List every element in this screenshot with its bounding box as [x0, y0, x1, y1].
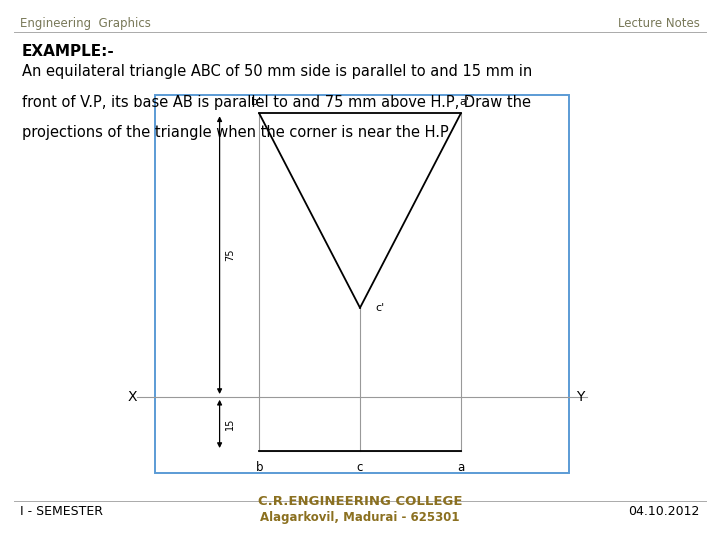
Text: projections of the triangle when the corner is near the H.P: projections of the triangle when the cor…	[22, 125, 449, 140]
Text: C.R.ENGINEERING COLLEGE: C.R.ENGINEERING COLLEGE	[258, 495, 462, 508]
Text: c': c'	[376, 303, 385, 313]
Text: Alagarkovil, Madurai - 625301: Alagarkovil, Madurai - 625301	[260, 511, 460, 524]
Text: a: a	[457, 461, 464, 474]
Text: a': a'	[459, 97, 469, 107]
Text: Lecture Notes: Lecture Notes	[618, 17, 700, 30]
Text: front of V.P, its base AB is parallel to and 75 mm above H.P, Draw the: front of V.P, its base AB is parallel to…	[22, 94, 531, 110]
Text: An equilateral triangle ABC of 50 mm side is parallel to and 15 mm in: An equilateral triangle ABC of 50 mm sid…	[22, 64, 532, 79]
Text: X: X	[127, 390, 137, 404]
Text: c: c	[357, 461, 363, 474]
Text: b': b'	[251, 97, 261, 107]
Text: b: b	[256, 461, 263, 474]
Text: Y: Y	[576, 390, 585, 404]
Text: 04.10.2012: 04.10.2012	[629, 505, 700, 518]
Text: 75: 75	[225, 249, 235, 261]
Text: 15: 15	[225, 418, 235, 430]
Text: I - SEMESTER: I - SEMESTER	[20, 505, 103, 518]
Text: EXAMPLE:-: EXAMPLE:-	[22, 44, 114, 59]
Text: Engineering  Graphics: Engineering Graphics	[20, 17, 151, 30]
Bar	[155, 94, 569, 472]
